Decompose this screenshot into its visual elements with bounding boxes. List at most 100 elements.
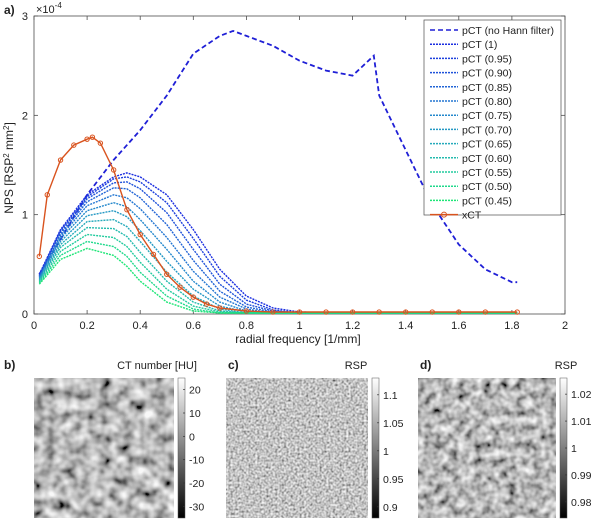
legend-label: pCT (0.65) [462,139,512,151]
colorbar-ticks-d: 1.02 1.01 1 0.99 0.98 [565,389,592,509]
xct-marker [84,136,90,142]
noise-image-c [226,378,368,518]
y-ticks: 0 1 2 3 [22,11,565,321]
legend-label: pCT (no Hann filter) [462,25,554,37]
colorbar-tick-label: 10 [189,408,201,420]
xct-marker [349,309,356,315]
xct-marker [150,251,157,258]
xct-marker [36,253,43,260]
legend-label: pCT (0.95) [462,53,512,65]
x-ticks: 0 0.2 0.4 0.6 0.8 1 1.2 1.4 1.6 1.8 2 [31,16,568,332]
y-tick-label: 1 [22,210,28,222]
legend-label: pCT (0.55) [462,167,512,179]
series-line-6 [38,201,518,314]
x-tick-label: 1 [296,320,302,332]
colorbar-tick-label: -30 [189,501,204,513]
colorbar-tick-label: -20 [189,478,204,490]
x-tick-label: 0 [31,320,37,332]
series-line-1 [38,172,518,314]
legend-box [423,19,562,216]
colorbar-tick-label: 20 [189,385,201,397]
panel-label-b: b) [4,358,15,372]
series-layer [36,29,520,315]
colorbar-tick-label: -10 [189,455,204,467]
xct-marker [217,305,223,311]
legend-label: pCT (0.70) [462,124,512,136]
xct-marker [44,192,50,198]
xct-marker [482,309,489,315]
xct-marker [97,140,104,146]
x-tick-label: 1.8 [504,320,519,332]
x-tick-label: 0.2 [79,320,94,332]
x-tick-label: 0.6 [186,320,201,332]
legend-label: pCT (0.85) [462,82,512,94]
legend-label: pCT (0.60) [462,153,512,165]
legend: pCT (no Hann filter) pCT (1) pCT (0.95) pCT… [423,19,562,222]
colorbar-ticks-c: 1.1 1.05 1 0.95 0.9 [377,390,404,514]
colorbar-title-b: CT number [HU] [117,360,197,372]
legend-label: pCT (0.75) [462,110,512,122]
x-tick-label: 0.4 [133,320,148,332]
x-tick-label: 0.8 [239,320,254,332]
xct-marker [296,309,303,315]
x-tick-label: 1.4 [398,320,413,332]
x-tick-label: 1.2 [345,320,360,332]
legend-label: pCT (0.90) [462,68,512,80]
panel-label-d: d) [420,358,431,372]
colorbar-tick-label: 0.95 [383,474,404,486]
y-axis-label: NPS [RSP2 mm2] [2,122,16,214]
panel-label-c: c) [228,358,239,372]
series-line-11 [38,240,518,314]
noise-image-b [34,378,174,518]
xct-marker [89,134,96,140]
xct-marker [71,142,77,148]
xct-marker [137,231,143,238]
legend-marker [441,211,447,218]
legend-label: pCT (1) [462,39,497,51]
colorbar-tick-label: 0 [189,431,195,443]
series-line-12 [38,247,518,314]
xct-marker [124,207,130,213]
x-tick-label: 2 [562,320,568,332]
xct-marker [190,294,197,300]
colorbar-ticks-b: 20 10 0 -10 -20 -30 [183,385,204,513]
xct-marker [164,271,170,277]
y-tick-label: 0 [22,309,28,321]
x-tick-label: 1.6 [451,320,466,332]
colorbar-tick-label: 0.99 [571,470,592,482]
y-tick-label: 2 [22,110,28,122]
colorbar-tick-label: 1.05 [383,418,404,430]
colorbar-tick-label: 1.1 [383,390,398,402]
colorbar-tick-label: 1.02 [571,389,592,401]
xct-marker [376,309,382,315]
xct-marker [203,301,210,307]
colorbar-c [371,377,380,519]
colorbar-tick-label: 1 [383,446,389,458]
x-axis-label: radial frequency [1/mm] [235,332,360,346]
xct-marker [110,167,117,173]
xct-marker [403,309,409,315]
colorbar-title-c: RSP [345,360,368,372]
legend-label: pCT (0.80) [462,96,512,108]
colorbar-title-d: RSP [555,360,578,372]
xct-marker [177,284,183,290]
series-line-0 [38,29,518,284]
colorbar-tick-label: 0.9 [383,502,398,514]
series-line-2 [38,176,518,314]
legend-label: xCT [462,210,482,222]
xct-marker [57,157,64,163]
xct-marker [456,309,462,315]
y-tick-label: 3 [22,11,28,23]
xct-marker [270,309,276,315]
colorbar-b [177,377,186,519]
legend-label: pCT (0.45) [462,195,512,207]
legend-label: pCT (0.50) [462,181,512,193]
xct-marker [514,309,520,315]
colorbar-tick-label: 0.98 [571,497,592,509]
xct-marker [323,309,329,315]
noise-image-d [418,378,556,518]
xct-marker [429,309,435,315]
panel-label-a: a) [4,3,15,17]
colorbar-tick-label: 1 [571,443,577,455]
